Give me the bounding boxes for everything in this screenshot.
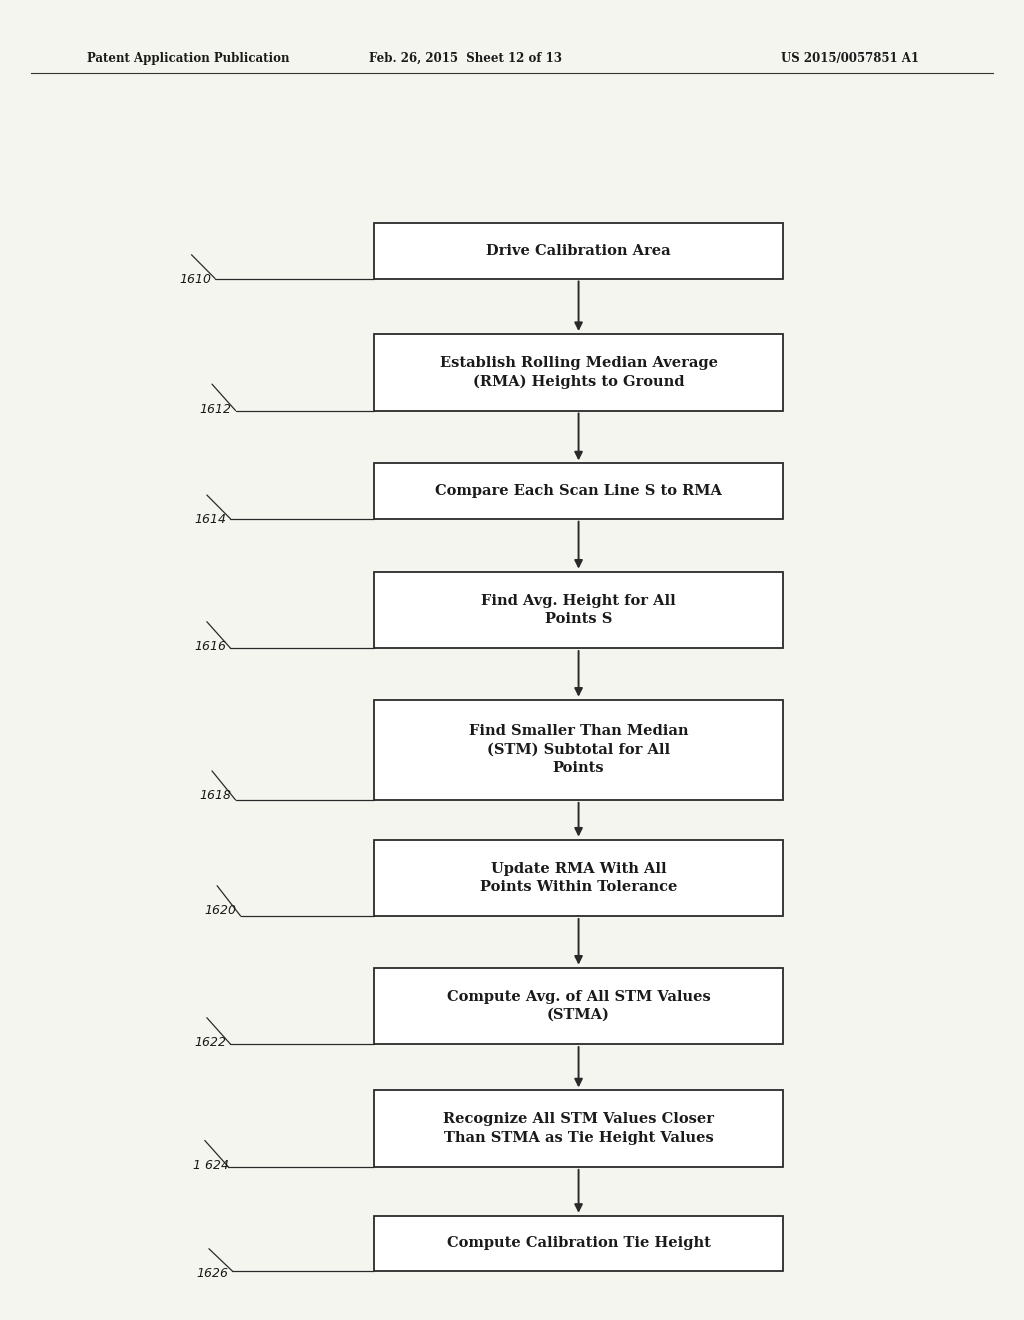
Bar bbox=[374, 968, 783, 1044]
Bar bbox=[374, 223, 783, 279]
Text: Find Avg. Height for All
Points S: Find Avg. Height for All Points S bbox=[481, 594, 676, 626]
Text: US 2015/0057851 A1: US 2015/0057851 A1 bbox=[781, 51, 919, 65]
Text: Recognize All STM Values Closer
Than STMA as Tie Height Values: Recognize All STM Values Closer Than STM… bbox=[443, 1113, 714, 1144]
Text: 1616: 1616 bbox=[195, 640, 226, 653]
Bar bbox=[374, 1216, 783, 1271]
Bar bbox=[374, 700, 783, 800]
Bar bbox=[374, 463, 783, 519]
Text: Compute Avg. of All STM Values
(STMA): Compute Avg. of All STM Values (STMA) bbox=[446, 990, 711, 1022]
Text: 1 624: 1 624 bbox=[193, 1159, 228, 1172]
Text: 1612: 1612 bbox=[200, 403, 231, 416]
Text: Compare Each Scan Line S to RMA: Compare Each Scan Line S to RMA bbox=[435, 484, 722, 498]
Bar bbox=[374, 334, 783, 411]
Text: Patent Application Publication: Patent Application Publication bbox=[87, 51, 290, 65]
Text: 1626: 1626 bbox=[197, 1267, 228, 1280]
Text: 1610: 1610 bbox=[179, 273, 211, 286]
Text: Establish Rolling Median Average
(RMA) Heights to Ground: Establish Rolling Median Average (RMA) H… bbox=[439, 356, 718, 388]
Bar bbox=[374, 572, 783, 648]
Bar bbox=[374, 1090, 783, 1167]
Text: Compute Calibration Tie Height: Compute Calibration Tie Height bbox=[446, 1237, 711, 1250]
Text: Feb. 26, 2015  Sheet 12 of 13: Feb. 26, 2015 Sheet 12 of 13 bbox=[370, 51, 562, 65]
Text: 1622: 1622 bbox=[195, 1036, 226, 1049]
Text: 1620: 1620 bbox=[205, 904, 237, 917]
Text: 1614: 1614 bbox=[195, 513, 226, 527]
Text: Update RMA With All
Points Within Tolerance: Update RMA With All Points Within Tolera… bbox=[480, 862, 677, 894]
Text: Drive Calibration Area: Drive Calibration Area bbox=[486, 244, 671, 257]
Bar bbox=[374, 840, 783, 916]
Text: Find Smaller Than Median
(STM) Subtotal for All
Points: Find Smaller Than Median (STM) Subtotal … bbox=[469, 725, 688, 775]
Text: 1618: 1618 bbox=[200, 789, 231, 803]
